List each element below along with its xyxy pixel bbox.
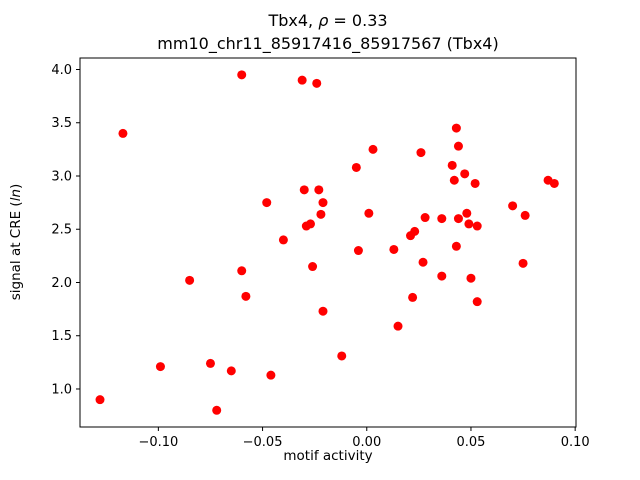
scatter-point	[353, 246, 363, 256]
rho-symbol: ρ	[318, 11, 329, 30]
scatter-point	[416, 148, 426, 158]
scatter-point	[308, 262, 318, 272]
x-tick-label: −0.10	[138, 435, 178, 450]
scatter-point	[549, 178, 559, 188]
title-rho-value: = 0.33	[328, 11, 388, 30]
x-tick-label: 0.10	[561, 435, 590, 450]
scatter-point	[420, 213, 430, 223]
scatter-point	[451, 123, 461, 133]
scatter-point	[318, 306, 328, 316]
chart-title: Tbx4, ρ = 0.33 mm10_chr11_85917416_85917…	[80, 9, 576, 55]
scatter-point	[205, 358, 215, 368]
scatter-point	[368, 144, 378, 154]
scatter-point	[155, 362, 165, 372]
scatter-point	[470, 178, 480, 188]
scatter-point	[318, 198, 328, 208]
chart-title-line1: Tbx4, ρ = 0.33	[80, 9, 576, 32]
axes-frame	[79, 57, 577, 428]
scatter-point	[262, 198, 272, 208]
y-tick-label: 2.5	[51, 223, 72, 238]
scatter-point	[185, 275, 195, 285]
scatter-point	[472, 221, 482, 231]
scatter-point	[299, 185, 309, 195]
y-tick-label: 1.5	[51, 329, 72, 344]
scatter-point	[464, 219, 474, 229]
scatter-point	[118, 128, 128, 138]
scatter-point	[337, 351, 347, 361]
scatter-point	[297, 75, 307, 85]
scatter-point	[266, 370, 276, 380]
scatter-point	[466, 273, 476, 283]
scatter-point	[95, 395, 105, 405]
scatter-point	[393, 321, 403, 331]
scatter-point	[314, 185, 324, 195]
y-tick-label: 3.5	[51, 116, 72, 131]
y-tick-label: 4.0	[51, 63, 72, 78]
scatter-point	[241, 291, 251, 301]
x-tick-label: 0.00	[352, 435, 381, 450]
scatter-point	[237, 266, 247, 276]
scatter-point	[410, 226, 420, 236]
y-tick-label: 2.0	[51, 276, 72, 291]
scatter-point	[418, 257, 428, 267]
scatter-point	[453, 214, 463, 224]
scatter-point	[408, 292, 418, 302]
scatter-point	[472, 297, 482, 307]
y-tick-label: 3.0	[51, 169, 72, 184]
scatter-point	[226, 366, 236, 376]
scatter-point	[508, 201, 518, 211]
scatter-point	[518, 258, 528, 268]
scatter-point	[462, 208, 472, 218]
x-axis-label: motif activity	[283, 448, 373, 464]
scatter-point	[389, 244, 399, 254]
scatter-point	[520, 210, 530, 220]
scatter-point	[453, 141, 463, 151]
scatter-point	[312, 78, 322, 88]
scatter-point	[437, 214, 447, 224]
scatter-point	[451, 241, 461, 251]
scatter-point	[460, 169, 470, 179]
title-gene: Tbx4,	[268, 11, 319, 30]
scatter-point	[305, 219, 315, 229]
scatter-point	[278, 235, 288, 245]
scatter-point	[316, 209, 326, 219]
scatter-point	[437, 271, 447, 281]
scatter-point	[447, 160, 457, 170]
scatter-point	[237, 70, 247, 80]
scatter-point	[364, 208, 374, 218]
scatter-point	[212, 405, 222, 415]
y-tick-label: 1.0	[51, 382, 72, 397]
scatter-point	[351, 162, 361, 172]
chart-title-line2: mm10_chr11_85917416_85917567 (Tbx4)	[157, 34, 499, 54]
x-tick-label: 0.05	[456, 435, 485, 450]
x-tick-label: −0.05	[243, 435, 283, 450]
scatter-point	[449, 175, 459, 185]
